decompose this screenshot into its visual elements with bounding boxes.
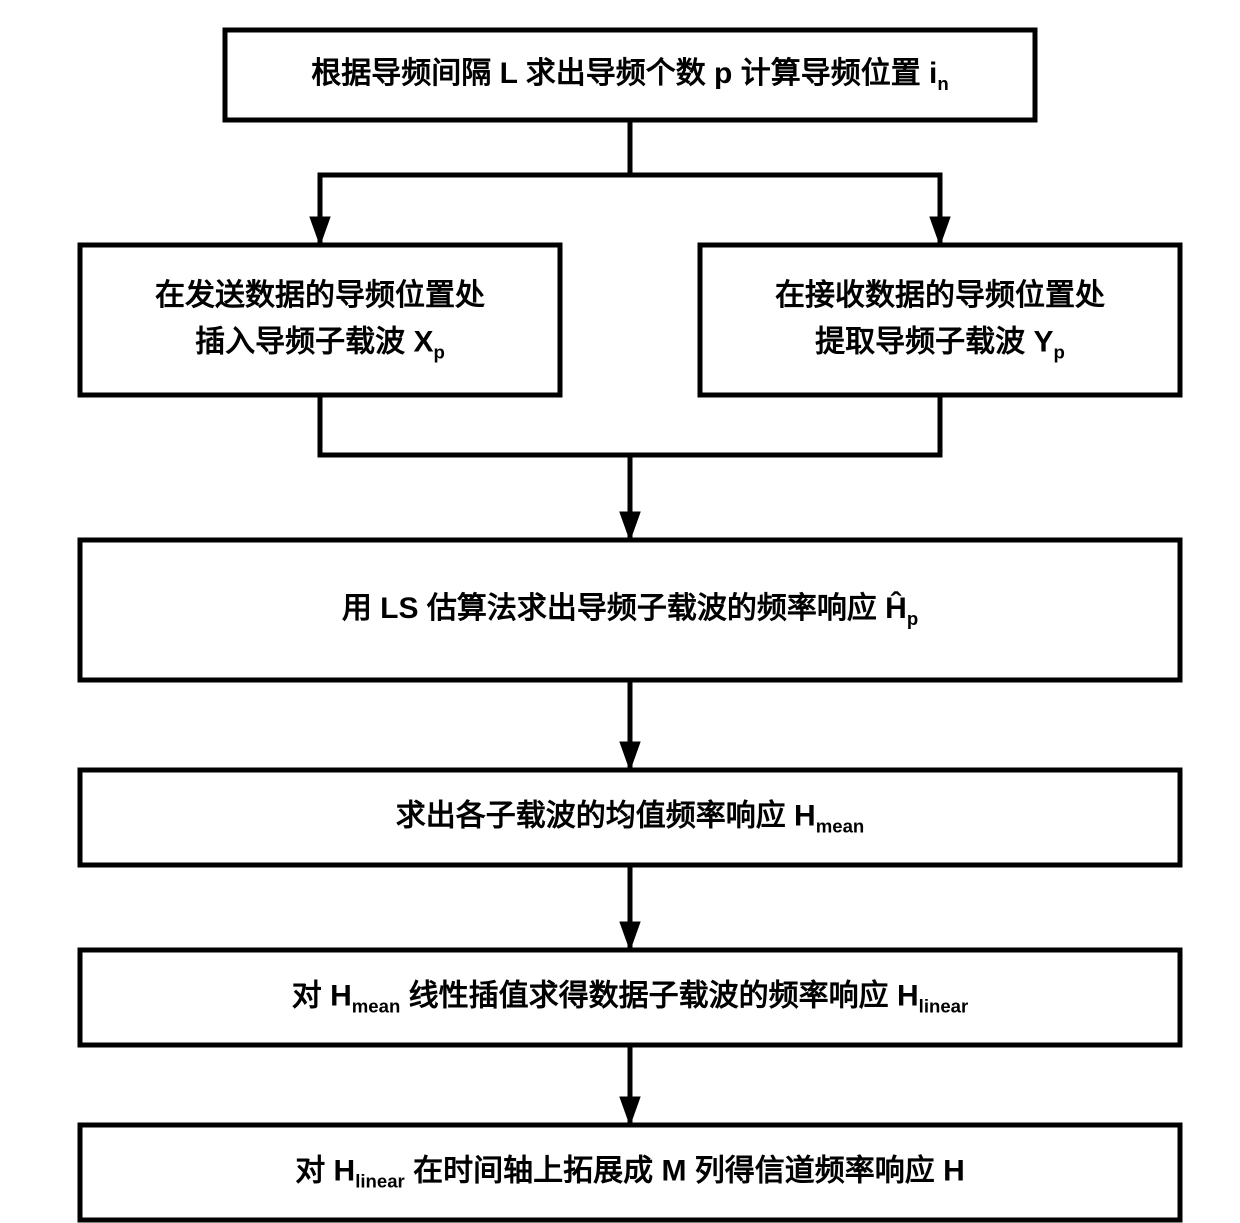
arrowhead (620, 742, 640, 770)
flow-node-n5: 求出各子载波的均值频率响应 Hmean (80, 770, 1180, 865)
arrowhead (930, 217, 950, 245)
arrowhead (620, 922, 640, 950)
edge (630, 120, 940, 245)
node-text: 根据导频间隔 L 求出导频个数 p 计算导频位置 in (311, 56, 948, 94)
node-text: 插入导频子载波 Xp (195, 325, 445, 362)
arrowhead (620, 1097, 640, 1125)
flow-node-n4: 用 LS 估算法求出导频子载波的频率响应 Ĥp (80, 540, 1180, 680)
flow-node-n2: 在发送数据的导频位置处插入导频子载波 Xp (80, 245, 560, 395)
node-text: 在发送数据的导频位置处 (155, 278, 485, 312)
edge (320, 395, 630, 540)
flow-node-n3: 在接收数据的导频位置处提取导频子载波 Yp (700, 245, 1180, 395)
edge (320, 120, 630, 245)
arrowhead (310, 217, 330, 245)
node-text: 在接收数据的导频位置处 (775, 278, 1105, 312)
arrowhead (620, 512, 640, 540)
flow-node-n1: 根据导频间隔 L 求出导频个数 p 计算导频位置 in (225, 30, 1035, 120)
edge (630, 395, 940, 540)
node-text: 求出各子载波的均值频率响应 Hmean (396, 798, 865, 836)
node-box (80, 245, 560, 395)
node-box (700, 245, 1180, 395)
node-text: 提取导频子载波 Yp (815, 325, 1065, 362)
flow-node-n7: 对 Hlinear 在时间轴上拓展成 M 列得信道频率响应 H (80, 1125, 1180, 1220)
flow-node-n6: 对 Hmean 线性插值求得数据子载波的频率响应 Hlinear (80, 950, 1180, 1045)
node-text: 用 LS 估算法求出导频子载波的频率响应 Ĥp (342, 591, 918, 629)
